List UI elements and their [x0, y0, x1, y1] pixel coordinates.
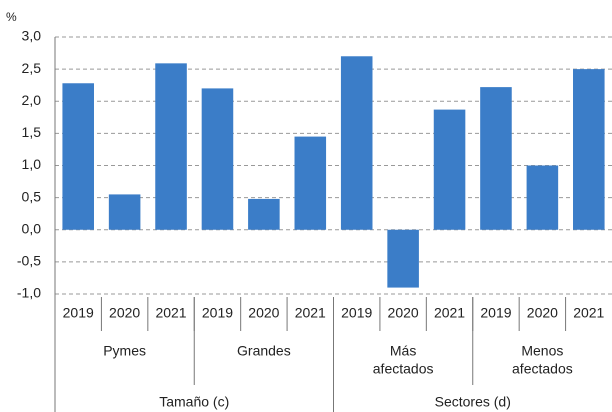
group-label: Menos	[521, 343, 563, 359]
y-tick-label: 2,5	[22, 60, 42, 76]
x-tick-label: 2019	[480, 305, 511, 321]
x-tick-label: 2019	[202, 305, 233, 321]
unit-label: %	[6, 10, 17, 24]
group-label: Grandes	[237, 343, 291, 359]
group-label: afectados	[373, 361, 434, 377]
x-tick-label: 2021	[155, 305, 186, 321]
x-tick-label: 2021	[434, 305, 465, 321]
y-tick-label: 0,0	[22, 220, 42, 236]
group-label: Más	[390, 343, 416, 359]
y-tick-label: 0,5	[22, 188, 42, 204]
bar	[294, 136, 327, 230]
x-tick-label: 2019	[63, 305, 94, 321]
supergroup-label: Sectores (d)	[435, 394, 511, 410]
x-tick-label: 2020	[109, 305, 140, 321]
bar	[248, 198, 280, 230]
x-tick-label: 2020	[527, 305, 558, 321]
x-tick-label: 2020	[388, 305, 419, 321]
bar	[387, 229, 419, 288]
y-tick-label: -0,5	[17, 253, 41, 269]
bar	[340, 56, 373, 230]
x-tick-label: 2021	[295, 305, 326, 321]
x-tick-label: 2021	[573, 305, 604, 321]
group-label: afectados	[512, 361, 573, 377]
x-tick-label: 2019	[341, 305, 372, 321]
bar	[433, 109, 466, 230]
bar	[108, 194, 141, 230]
bar	[526, 165, 559, 230]
y-tick-label: 3,0	[22, 28, 42, 44]
y-tick-label: -1,0	[17, 285, 41, 301]
bar	[480, 87, 512, 230]
bar	[201, 88, 234, 230]
bar	[155, 63, 187, 230]
bar	[62, 83, 94, 230]
group-label: Pymes	[103, 343, 146, 359]
x-tick-label: 2020	[248, 305, 279, 321]
y-tick-label: 2,0	[22, 92, 42, 108]
y-tick-label: 1,0	[22, 156, 42, 172]
bar	[573, 69, 605, 230]
y-tick-label: 1,5	[22, 124, 42, 140]
supergroup-label: Tamaño (c)	[159, 394, 229, 410]
